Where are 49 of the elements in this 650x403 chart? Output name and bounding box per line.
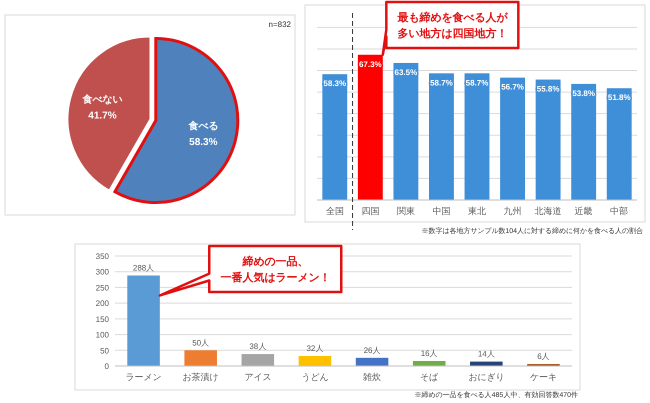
y-tick-label: 150	[96, 314, 110, 324]
x-tick-label: 雑炊	[363, 372, 382, 382]
x-tick-label: うどん	[301, 372, 328, 382]
annotation: 締めの一品、一番人気はラーメン！	[220, 255, 330, 284]
y-tick-label: 50	[100, 346, 110, 356]
y-tick-label: 300	[96, 268, 110, 277]
data-label: 41.7%	[88, 110, 117, 122]
data-label: 51.8%	[608, 93, 631, 102]
data-label: 14人	[478, 350, 495, 359]
data-label: 288人	[132, 263, 154, 272]
y-tick-label: 350	[96, 252, 110, 261]
y-tick-label: 200	[96, 299, 110, 308]
data-label: 56.7%	[501, 82, 524, 92]
data-label: 6人	[537, 352, 550, 362]
x-tick-label: ラーメン	[126, 372, 162, 382]
x-tick-label: 北海道	[534, 206, 562, 216]
data-label: 58.3%	[189, 137, 218, 148]
data-label: 58.7%	[430, 78, 453, 88]
slice-label: 食べない	[81, 93, 122, 106]
x-tick-label: 関東	[396, 206, 415, 216]
x-tick-label: おにぎり	[468, 372, 504, 382]
data-label: 53.8%	[572, 88, 596, 98]
data-label: 63.5%	[394, 68, 418, 77]
x-tick-label: 中国	[432, 206, 450, 216]
x-tick-label: アイス	[244, 372, 272, 382]
data-label: 16人	[420, 348, 438, 358]
x-tick-label: 全国	[326, 206, 344, 216]
x-tick-label: 四国	[361, 206, 380, 216]
data-label: 58.3%	[323, 79, 346, 88]
data-label: 32人	[306, 344, 324, 353]
text: 最も締めを食べる人が多い地方は四国地方！	[396, 11, 508, 40]
data-label: 58.7%	[466, 78, 488, 88]
x-tick-label: 九州	[504, 206, 522, 216]
y-tick-label: 100	[96, 330, 110, 340]
data-label: 50人	[192, 338, 210, 348]
data-label: 38人	[249, 342, 266, 352]
data-label: 67.3%	[358, 60, 382, 69]
x-tick-label: 中部	[610, 206, 628, 216]
x-tick-label: 東北	[468, 206, 486, 216]
y-tick-label: 250	[96, 283, 110, 292]
x-tick-label: お茶漬け	[182, 372, 219, 382]
y-tick-label: 0	[104, 362, 110, 371]
data-label: 26人	[364, 346, 381, 355]
x-tick-label: そば	[420, 372, 440, 382]
text: n=832	[268, 20, 292, 29]
x-tick-label: 近畿	[574, 206, 593, 216]
data-label: 55.8%	[536, 84, 560, 94]
slice-label: 食べる	[187, 120, 218, 132]
x-tick-label: ケーキ	[530, 372, 557, 382]
